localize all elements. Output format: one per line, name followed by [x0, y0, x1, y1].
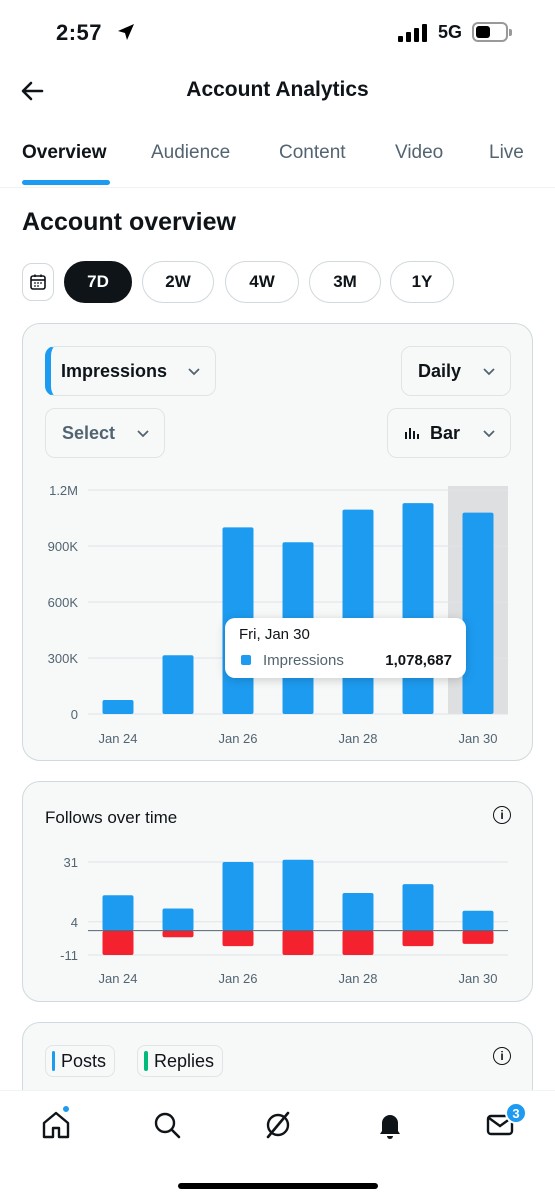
range-4w[interactable]: 4W	[225, 261, 299, 303]
chart-type-dropdown-label: Bar	[430, 422, 461, 443]
posts-swatch	[52, 1051, 55, 1071]
active-tab-indicator	[22, 180, 110, 185]
info-icon[interactable]: i	[493, 1047, 511, 1065]
location-arrow-icon	[118, 24, 134, 40]
metric-dropdown-label: Impressions	[61, 360, 168, 381]
follows-card-title: Follows over time	[45, 808, 178, 827]
tab-bar: Overview Audience Content Video Live	[0, 128, 555, 188]
page-title: Account Analytics	[186, 78, 369, 101]
legend-posts-label: Posts	[60, 1050, 106, 1071]
range-2w[interactable]: 2W	[142, 261, 214, 303]
tooltip-series: Impressions	[263, 652, 344, 669]
tab-video[interactable]: Video	[395, 142, 444, 163]
tab-live[interactable]: Live	[489, 142, 524, 163]
tab-overview[interactable]: Overview	[22, 142, 107, 163]
bottom-nav: 3	[0, 1090, 555, 1200]
tooltip-value: 1,078,687	[385, 652, 452, 669]
tab-audience[interactable]: Audience	[151, 142, 231, 163]
follows-card: Follows over time i	[22, 781, 533, 1002]
calendar-icon	[30, 274, 46, 290]
chevron-down-icon	[137, 430, 149, 438]
range-3m[interactable]: 3M	[309, 261, 381, 303]
replies-swatch	[144, 1051, 148, 1071]
interval-dropdown-label: Daily	[418, 360, 462, 381]
search-icon[interactable]	[151, 1109, 183, 1141]
legend-replies[interactable]: Replies	[137, 1045, 223, 1077]
chevron-down-icon	[188, 368, 200, 376]
network-type: 5G	[438, 22, 463, 42]
chevron-down-icon	[483, 368, 495, 376]
calendar-button[interactable]	[22, 263, 54, 301]
compare-dropdown[interactable]: Select	[45, 408, 165, 458]
info-icon[interactable]: i	[493, 806, 511, 824]
range-1y[interactable]: 1Y	[390, 261, 454, 303]
tooltip-date: Fri, Jan 30	[239, 626, 310, 643]
messages-badge: 3	[505, 1102, 527, 1124]
tab-content[interactable]: Content	[279, 142, 346, 163]
notifications-icon[interactable]	[374, 1109, 406, 1141]
chart-tooltip: Fri, Jan 30 Impressions 1,078,687	[225, 618, 466, 678]
status-bar: 2:57 5G	[0, 0, 555, 64]
chart-type-dropdown[interactable]: Bar	[387, 408, 511, 458]
impressions-card: Impressions Daily Select Bar	[22, 323, 533, 761]
section-title: Account overview	[22, 208, 236, 236]
chevron-down-icon	[483, 430, 495, 438]
interval-dropdown[interactable]: Daily	[401, 346, 511, 396]
compare-dropdown-label: Select	[62, 422, 116, 443]
bar-chart-icon	[405, 428, 419, 439]
battery-icon	[472, 22, 512, 42]
header: Account Analytics	[0, 64, 555, 116]
range-7d[interactable]: 7D	[64, 261, 132, 303]
home-notification-dot	[62, 1105, 70, 1113]
signal-icon	[398, 24, 427, 42]
clock: 2:57	[56, 20, 103, 45]
legend-replies-label: Replies	[153, 1050, 214, 1071]
legend-posts[interactable]: Posts	[45, 1045, 115, 1077]
grok-icon[interactable]	[262, 1109, 294, 1141]
home-indicator	[178, 1183, 378, 1189]
home-icon[interactable]	[40, 1109, 72, 1141]
metric-dropdown[interactable]: Impressions	[45, 346, 216, 396]
tooltip-swatch	[241, 655, 251, 665]
back-arrow-icon[interactable]	[18, 76, 48, 106]
